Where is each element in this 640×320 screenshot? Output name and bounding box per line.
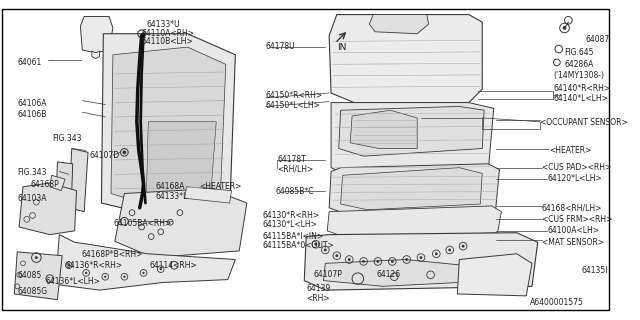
Polygon shape [111,47,226,203]
Text: 64130*R<RH>: 64130*R<RH> [262,211,319,220]
Text: 64087: 64087 [586,35,610,44]
Polygon shape [56,235,236,290]
Polygon shape [304,233,538,290]
Polygon shape [340,168,483,210]
Polygon shape [19,183,77,235]
Text: 64168A: 64168A [155,182,184,191]
Circle shape [420,256,422,259]
Polygon shape [147,122,216,198]
Circle shape [435,252,438,255]
Text: <CUS PAD><RH>: <CUS PAD><RH> [541,163,611,172]
Polygon shape [50,175,65,191]
Text: 64107D: 64107D [90,151,120,160]
Circle shape [85,272,87,274]
Circle shape [104,276,106,278]
Text: 64110A<RH>: 64110A<RH> [141,29,195,38]
Text: <RH/LH>: <RH/LH> [278,165,314,174]
Text: 64135I: 64135I [582,266,608,275]
Circle shape [159,268,162,270]
Text: 64136*L<LH>: 64136*L<LH> [46,277,101,286]
Polygon shape [69,148,88,212]
Text: <MAT SENSOR>: <MAT SENSOR> [541,237,604,246]
Circle shape [362,260,365,263]
Circle shape [405,258,408,261]
Text: 64107P: 64107P [314,270,342,279]
Text: 64133*U: 64133*U [147,20,180,29]
Text: 64120*L<LH>: 64120*L<LH> [547,174,602,183]
Circle shape [448,249,451,252]
Polygon shape [458,254,532,296]
Polygon shape [329,15,483,103]
Text: 64085B*C: 64085B*C [276,187,314,196]
Text: FIG.343: FIG.343 [52,134,82,143]
Text: <HEATER>: <HEATER> [199,182,241,191]
Polygon shape [339,107,484,156]
Circle shape [335,254,338,257]
Polygon shape [81,16,113,53]
Circle shape [376,260,380,263]
Text: 64126: 64126 [377,270,401,279]
Text: 64286A: 64286A [564,60,594,68]
Circle shape [461,245,465,248]
Text: <CUS FRM><RH>: <CUS FRM><RH> [541,214,612,224]
Text: 64136*R<RH>: 64136*R<RH> [65,261,122,270]
Polygon shape [350,110,417,148]
Circle shape [68,264,70,266]
Text: ('14MY1308-): ('14MY1308-) [553,71,604,80]
Circle shape [124,276,125,278]
Text: 64178T: 64178T [278,155,306,164]
Text: 64140*L<LH>: 64140*L<LH> [553,94,608,103]
Text: 64168P: 64168P [31,180,60,189]
Text: 64140*R<RH>: 64140*R<RH> [553,84,610,93]
Polygon shape [56,162,73,219]
Polygon shape [14,252,62,300]
Text: A6400001575: A6400001575 [530,298,584,307]
Circle shape [391,260,394,263]
Text: 64150*L<LH>: 64150*L<LH> [266,101,321,110]
Text: IN: IN [337,43,346,52]
Text: 64115BA*0<OUT>: 64115BA*0<OUT> [262,241,334,250]
Text: 64085G: 64085G [17,287,47,296]
Text: 64130*L<LH>: 64130*L<LH> [262,220,317,229]
Circle shape [348,258,351,261]
Text: 64106B: 64106B [17,110,47,119]
Circle shape [142,272,145,274]
Text: <HEATER>: <HEATER> [549,146,591,155]
Polygon shape [101,34,236,212]
Polygon shape [115,189,247,258]
Text: 64106A: 64106A [17,99,47,108]
Text: 64150*R<RH>: 64150*R<RH> [266,91,323,100]
Circle shape [314,243,317,246]
Text: 64061: 64061 [17,58,42,67]
Polygon shape [92,51,99,59]
Text: 64168<RH/LH>: 64168<RH/LH> [541,203,602,212]
Text: 64168P*B<RH>: 64168P*B<RH> [81,250,143,259]
Circle shape [563,26,566,30]
Text: 64103A: 64103A [17,195,47,204]
Circle shape [123,151,126,154]
Polygon shape [323,260,463,286]
Polygon shape [329,164,499,215]
Text: FIG.645: FIG.645 [564,48,594,57]
Text: 64085: 64085 [17,271,42,280]
Text: 64100A<LH>: 64100A<LH> [547,226,599,235]
Text: 64115BA*I<IN>: 64115BA*I<IN> [262,232,323,241]
Text: <RH>: <RH> [306,294,330,303]
Text: 64139: 64139 [306,284,330,293]
Text: 64178U: 64178U [266,42,296,51]
Polygon shape [185,187,232,203]
Text: 64133*L: 64133*L [155,192,188,201]
Circle shape [35,256,38,259]
Text: 64105BA<RH>: 64105BA<RH> [114,219,172,228]
Circle shape [324,249,327,252]
Text: 64110B<LH>: 64110B<LH> [141,36,193,45]
Text: <OCCUPANT SENSOR>: <OCCUPANT SENSOR> [540,118,627,127]
Polygon shape [369,15,429,34]
Polygon shape [331,103,493,177]
Polygon shape [327,206,501,238]
Text: FIG.343: FIG.343 [17,168,47,177]
Text: 64114<RH>: 64114<RH> [149,261,197,270]
